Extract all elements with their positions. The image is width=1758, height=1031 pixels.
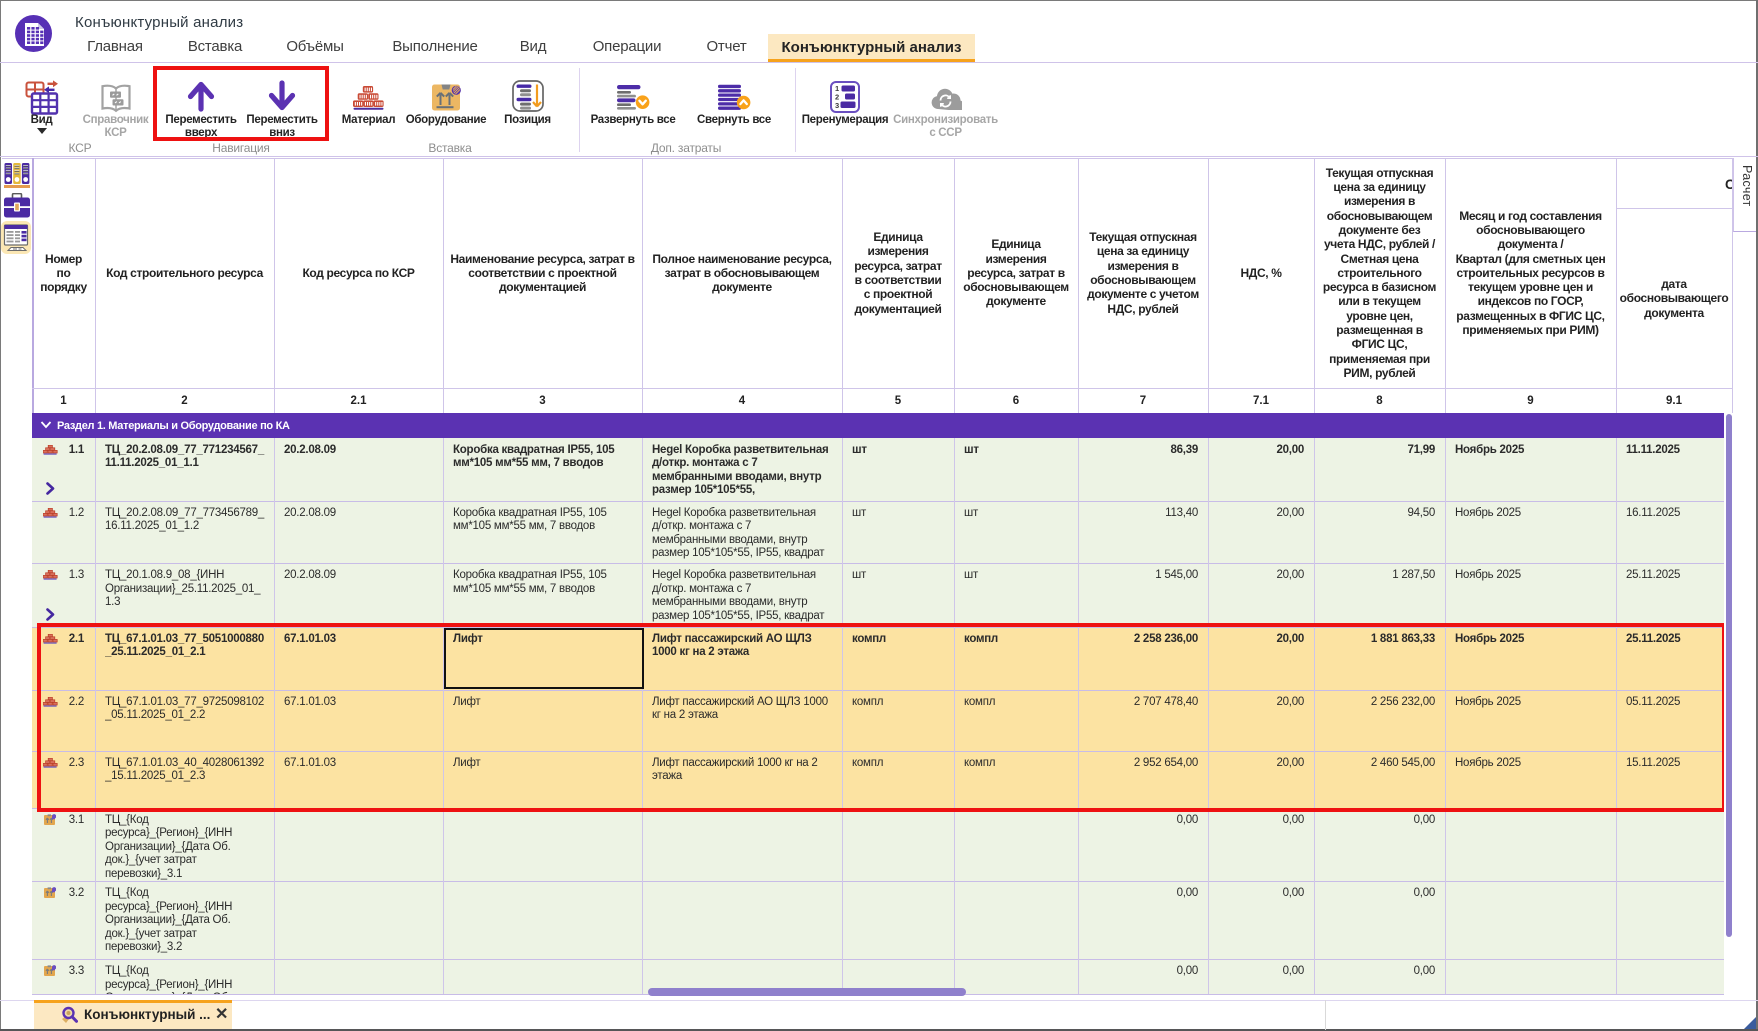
svg-text:1: 1 — [835, 84, 839, 93]
svg-text:2: 2 — [835, 93, 839, 102]
svg-text:3: 3 — [835, 101, 839, 110]
